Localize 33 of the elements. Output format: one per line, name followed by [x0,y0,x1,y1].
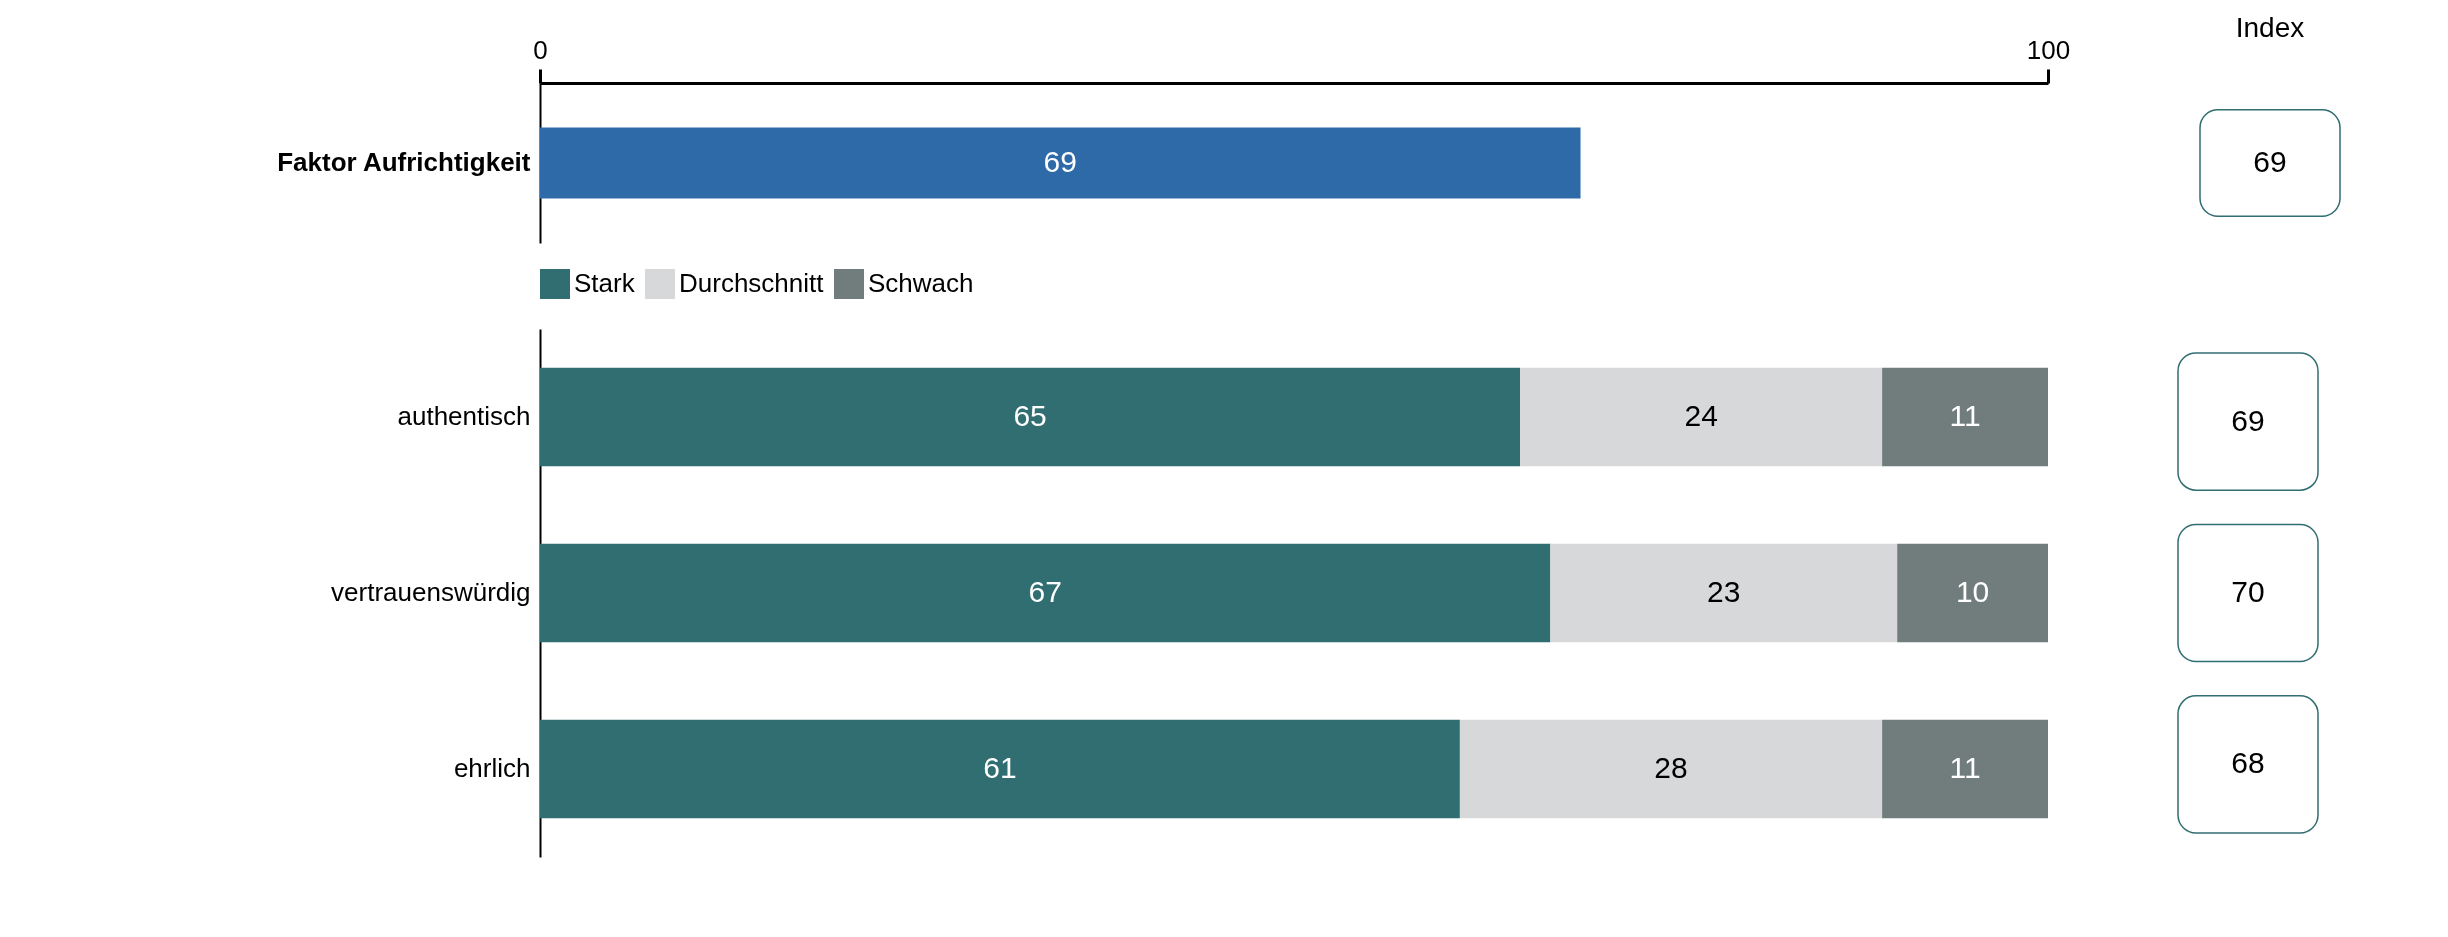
x-tick-label: 0 [533,34,548,65]
legend-label: Schwach [868,268,974,298]
y-tick-label: authentisch [397,401,531,431]
data-label: 23 [1707,575,1741,608]
data-label: 11 [1949,399,1981,432]
text: 68 [2231,746,2265,780]
data-label: 65 [1013,399,1047,432]
data-label: 11 [1949,751,1981,784]
bar [1459,719,1883,819]
text: 70 [2231,575,2265,608]
bar [1897,543,2048,643]
legend-label: Durchschnitt [679,268,825,298]
bar [540,719,1460,819]
bar [1882,367,2048,467]
y-tick-label: Faktor Aufrichtigkeit [277,147,531,177]
text: 69 [2253,145,2287,178]
text: Index [2235,12,2305,43]
y-tick-label: ehrlich [453,753,531,783]
bar [1882,719,2048,819]
bar [540,543,1551,643]
data-label: 67 [1028,575,1062,608]
bar [1550,543,1898,643]
bar [1520,367,1883,467]
data-label: 10 [1955,575,1990,608]
x-tick-label: 100 [2026,34,2071,65]
data-label: 61 [983,751,1017,784]
bar [540,367,1521,467]
y-tick-label: vertrauenswürdig [331,577,531,607]
data-label: 28 [1654,751,1688,784]
legend-label: Stark [574,268,636,298]
data-label: 69 [1043,145,1077,178]
data-label: 24 [1684,399,1718,432]
text: 69 [2231,403,2265,437]
